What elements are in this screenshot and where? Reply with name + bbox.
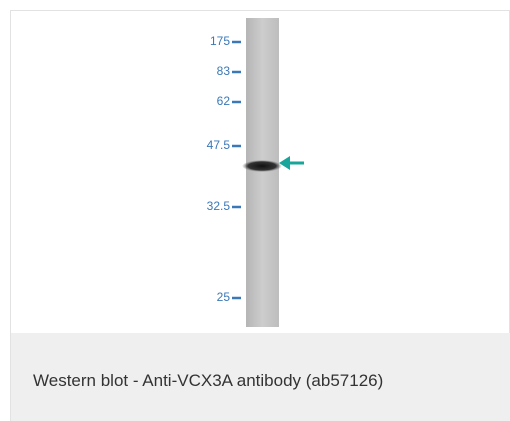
- page: 175 83 62 47.5 32.5 25 Western blot - Anti-VC…: [0, 0, 510, 421]
- marker-label: 25: [217, 290, 231, 304]
- lane: [246, 18, 279, 327]
- blot-image: 175 83 62 47.5 32.5 25: [0, 0, 510, 334]
- marker-label: 175: [210, 34, 230, 48]
- marker-label: 83: [217, 64, 231, 78]
- marker-label: 32.5: [207, 199, 231, 213]
- caption-box: Western blot - Anti-VCX3A antibody (ab57…: [10, 333, 510, 421]
- marker-label: 47.5: [207, 138, 231, 152]
- marker-label: 62: [217, 94, 231, 108]
- caption: Western blot - Anti-VCX3A antibody (ab57…: [33, 371, 383, 391]
- band: [242, 160, 282, 172]
